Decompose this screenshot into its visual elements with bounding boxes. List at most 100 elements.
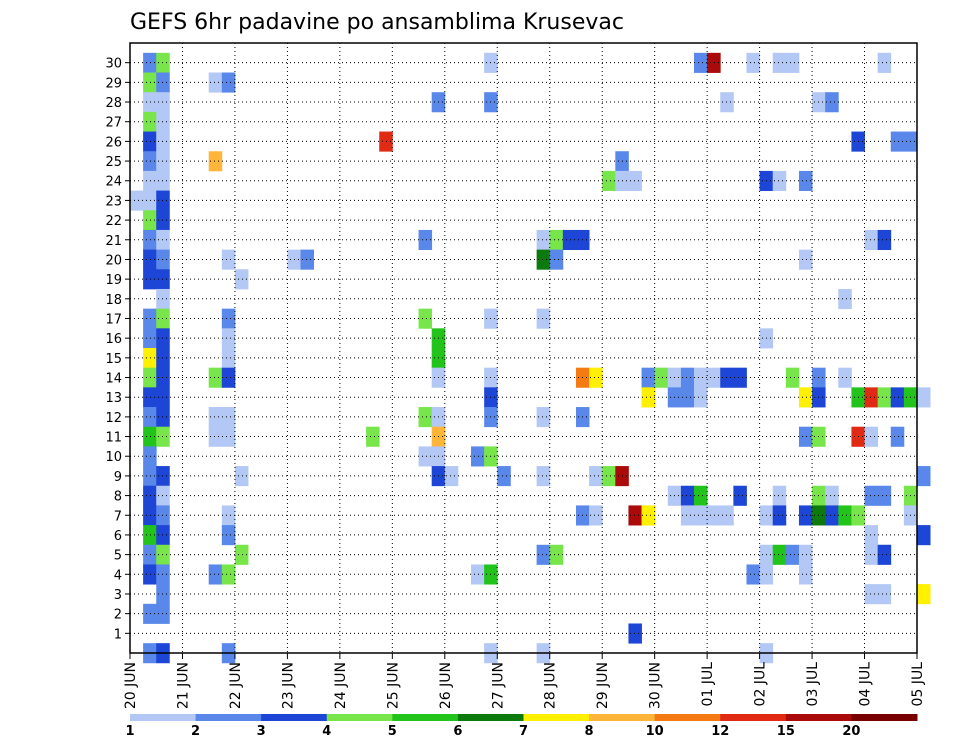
- legend-label: 4: [322, 724, 331, 739]
- y-tick-label: 17: [105, 312, 122, 327]
- heatmap-cell: [143, 72, 157, 93]
- heatmap-cell: [864, 485, 879, 506]
- heatmap-cell: [864, 426, 879, 447]
- heatmap-cell: [838, 505, 852, 526]
- heatmap-cell: [208, 151, 223, 172]
- heatmap-cell: [221, 308, 236, 329]
- heatmap-cell: [549, 249, 564, 270]
- heatmap-cell: [562, 229, 577, 251]
- heatmap-cell: [864, 544, 879, 565]
- heatmap-cell: [143, 249, 157, 270]
- heatmap-cell: [221, 505, 236, 526]
- heatmap-cell: [143, 131, 157, 152]
- heatmap-cell: [221, 72, 236, 93]
- heatmap-cell: [772, 485, 787, 506]
- y-tick-label: 5: [114, 549, 122, 564]
- y-tick-label: 26: [105, 135, 122, 150]
- heatmap-cell: [143, 92, 157, 113]
- heatmap-cell: [720, 367, 734, 388]
- y-tick-label: 25: [105, 155, 122, 170]
- y-tick-label: 9: [114, 470, 122, 485]
- heatmap-cell: [746, 52, 760, 73]
- legend-swatch: [589, 714, 656, 721]
- x-tick-label: 26 JUN: [438, 662, 454, 709]
- heatmap-cell: [864, 229, 879, 251]
- heatmap-cell: [890, 131, 905, 152]
- y-tick-label: 6: [114, 529, 122, 544]
- y-tick-label: 27: [105, 116, 122, 131]
- heatmap-cell: [221, 564, 236, 585]
- heatmap-cell: [418, 407, 433, 428]
- heatmap-cell: [798, 544, 813, 565]
- heatmap-cell: [143, 426, 157, 447]
- legend-label: 3: [257, 724, 266, 739]
- color-legend: 1 2 3 4 5 6 7 8 10 12 15 20: [125, 714, 918, 739]
- heatmap-cell: [536, 249, 551, 270]
- heatmap-cell: [379, 131, 393, 152]
- y-tick-label: 11: [105, 431, 122, 446]
- legend-label: 12: [711, 724, 729, 739]
- heatmap-cell: [221, 367, 236, 388]
- heatmap-cell: [143, 328, 157, 349]
- heatmap-cell: [720, 92, 734, 113]
- heatmap-cell: [143, 446, 157, 467]
- heatmap-cell: [602, 170, 616, 191]
- x-axis-ticks: 20 JUN 21 JUN 22 JUN 23 JUN 24 JUN 25 JUN 26 J…: [123, 653, 926, 709]
- heatmap-cell: [418, 446, 433, 467]
- heatmap-cell: [418, 308, 433, 329]
- legend-swatch: [326, 714, 393, 721]
- heatmap-cell: [208, 426, 223, 447]
- heatmap-cell: [234, 466, 249, 487]
- heatmap-cell: [680, 505, 695, 526]
- heatmap-cell: [733, 367, 747, 388]
- x-tick-label: 25 JUN: [385, 662, 401, 709]
- heatmap-cell: [694, 52, 708, 73]
- heatmap-cell: [917, 584, 931, 605]
- y-tick-label: 8: [114, 490, 122, 505]
- y-tick-label: 20: [105, 253, 122, 268]
- heatmap-cell: [877, 584, 892, 605]
- y-tick-label: 19: [105, 273, 122, 288]
- heatmap-cell: [877, 52, 892, 73]
- heatmap-cell: [143, 308, 157, 329]
- heatmap-cell: [772, 52, 787, 73]
- x-tick-label: 27 JUN: [490, 662, 506, 709]
- heatmap-cell: [877, 544, 892, 565]
- legend-swatch: [457, 714, 524, 721]
- heatmap-cell: [694, 387, 708, 408]
- heatmap-cell: [785, 52, 800, 73]
- heatmap-cell: [680, 367, 695, 388]
- y-tick-label: 21: [105, 234, 122, 249]
- heatmap-cell: [143, 190, 157, 211]
- y-tick-label: 7: [114, 509, 122, 524]
- legend-swatch: [851, 714, 918, 721]
- plot-frame: [129, 42, 918, 654]
- legend-label: 8: [585, 724, 594, 739]
- heatmap-cell: [366, 426, 380, 447]
- heatmap-cell: [221, 328, 236, 349]
- heatmap-cell: [471, 446, 485, 467]
- x-tick-label: 01 JUL: [700, 662, 716, 707]
- legend-label: 7: [519, 724, 528, 739]
- heatmap-cell: [694, 485, 708, 506]
- x-tick-label: 23 JUN: [280, 662, 296, 709]
- heatmap-cell: [772, 170, 787, 191]
- heatmap-cell: [130, 190, 144, 211]
- y-tick-label: 10: [105, 450, 122, 465]
- heatmap-cell: [536, 544, 551, 565]
- heatmap-cell: [300, 249, 315, 270]
- heatmap-cell: [143, 407, 157, 428]
- heatmap-cell: [680, 387, 695, 408]
- legend-label: 5: [388, 724, 397, 739]
- y-tick-label: 29: [105, 76, 122, 91]
- y-tick-label: 2: [114, 608, 122, 623]
- heatmap-cell: [418, 229, 433, 251]
- legend-swatch: [523, 714, 590, 721]
- x-tick-label: 22 JUN: [228, 662, 244, 709]
- heatmap-cell: [825, 505, 839, 526]
- legend-label: 10: [646, 724, 664, 739]
- heatmap-cell: [877, 485, 892, 506]
- heatmap-cell: [641, 387, 656, 408]
- heatmap-cell: [143, 387, 157, 408]
